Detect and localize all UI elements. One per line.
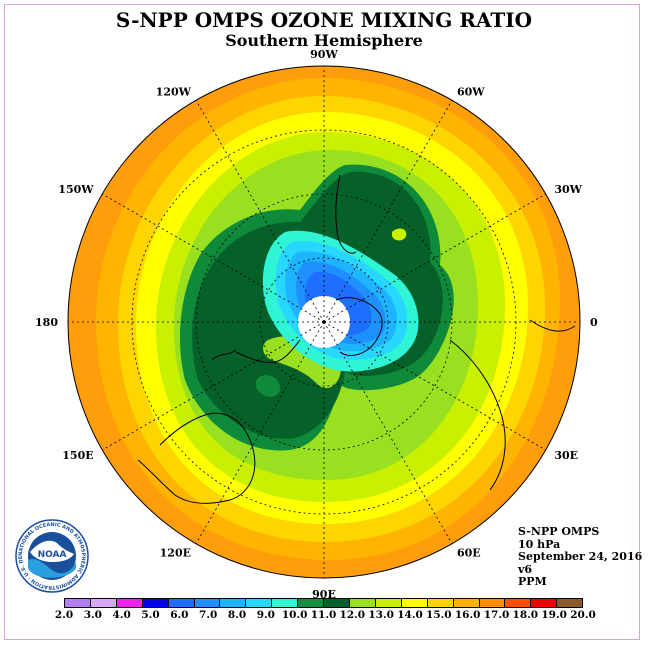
colorbar-cell (142, 599, 169, 607)
lon-label-150e: 150E (62, 449, 93, 462)
info-block: S-NPP OMPS 10 hPa September 24, 2016 v6 … (518, 525, 643, 589)
colorbar-cell (298, 599, 325, 607)
colorbar-tick-label: 18.0 (512, 609, 539, 621)
colorbar-cell (246, 599, 273, 607)
colorbar-cell (505, 599, 532, 607)
lon-label-120e: 120E (160, 546, 191, 559)
colorbar-tick-label: 5.0 (141, 609, 160, 621)
colorbar-cell (401, 599, 428, 607)
colorbar-tick-label: 17.0 (483, 609, 510, 621)
lon-label-60w: 60W (457, 86, 485, 99)
colorbar-tick-label: 12.0 (339, 609, 366, 621)
lon-label-90e: 90E (312, 588, 336, 601)
colorbar-tick-label: 15.0 (426, 609, 452, 621)
colorbar-cell (116, 599, 143, 607)
figure-frame (4, 4, 640, 640)
lon-label-120w: 120W (156, 86, 192, 99)
instrument-label: S-NPP OMPS (518, 525, 600, 538)
map-subtitle: Southern Hemisphere (225, 31, 423, 50)
colorbar-cell (427, 599, 454, 607)
colorbar-cell (194, 599, 221, 607)
spot-11-east (392, 228, 407, 241)
colorbar-tick-label: 4.0 (112, 609, 131, 621)
colorbar-cell (479, 599, 506, 607)
colorbar-cell (349, 599, 376, 607)
noaa-logo: NATIONAL OCEANIC AND ATMOSPHERIC ADMINIS… (12, 514, 90, 594)
colorbar-tick-label: 2.0 (54, 609, 74, 621)
units-label: PPM (518, 575, 547, 588)
colorbar-cell (375, 599, 402, 607)
longitude-labels: 90W 60W 30W 0 30E 60E 90E 120E 150E 180 150W 120W (35, 48, 598, 601)
date-label: September 24, 2016 (518, 550, 643, 563)
colorbar-cell (531, 599, 558, 607)
ozone-field (68, 66, 580, 578)
logo-text: NOAA (38, 550, 67, 560)
map-border (67, 65, 581, 579)
colorbar-tick-label: 6.0 (170, 609, 189, 621)
colorbar-tick-label: 16.0 (454, 609, 481, 621)
noaa-logo-icon: NATIONAL OCEANIC AND ATMOSPHERIC ADMINIS… (12, 514, 89, 593)
colorbar-tick-label: 7.0 (199, 609, 218, 621)
colorbar-tick-label: 9.0 (256, 609, 275, 621)
colorbar-cell (65, 599, 91, 607)
lon-label-30w: 30W (554, 183, 582, 196)
colorbar-cell (220, 599, 247, 607)
lon-label-180: 180 (35, 316, 58, 329)
colorbar-ticks: 2.0 3.0 4.0 5.0 6.0 7.0 8.0 9.0 10.0 11.0 12.0 13.0… (55, 609, 596, 623)
colorbar-tick-label: 14.0 (397, 609, 423, 621)
version-label: v6 (518, 562, 533, 576)
colorbar-cell (324, 599, 350, 607)
colorbar-cell (453, 599, 480, 607)
lon-label-90w: 90W (310, 48, 338, 61)
lon-label-60e: 60E (457, 546, 481, 559)
colorbar-tick-label: 11.0 (310, 609, 337, 621)
colorbar-tick-label: 10.0 (281, 609, 308, 621)
colorbar-cell (168, 599, 195, 607)
colorbar-tick-label: 8.0 (227, 609, 247, 621)
colorbar-tick-label: 19.0 (541, 609, 567, 621)
level-label: 10 hPa (518, 537, 561, 551)
spot-11-west (255, 375, 281, 397)
map-title: S-NPP OMPS OZONE MIXING RATIO (115, 8, 533, 32)
colorbar-cell (90, 599, 117, 607)
lon-label-150w: 150W (58, 183, 94, 196)
colorbar (64, 598, 583, 608)
colorbar-cell (557, 599, 583, 607)
colorbar-tick-label: 3.0 (83, 609, 102, 621)
lon-label-0: 0 (590, 316, 598, 329)
colorbar-cell (272, 599, 299, 607)
colorbar-tick-label: 20.0 (570, 609, 596, 621)
lon-label-30e: 30E (554, 449, 578, 462)
colorbar-tick-label: 13.0 (368, 609, 394, 621)
